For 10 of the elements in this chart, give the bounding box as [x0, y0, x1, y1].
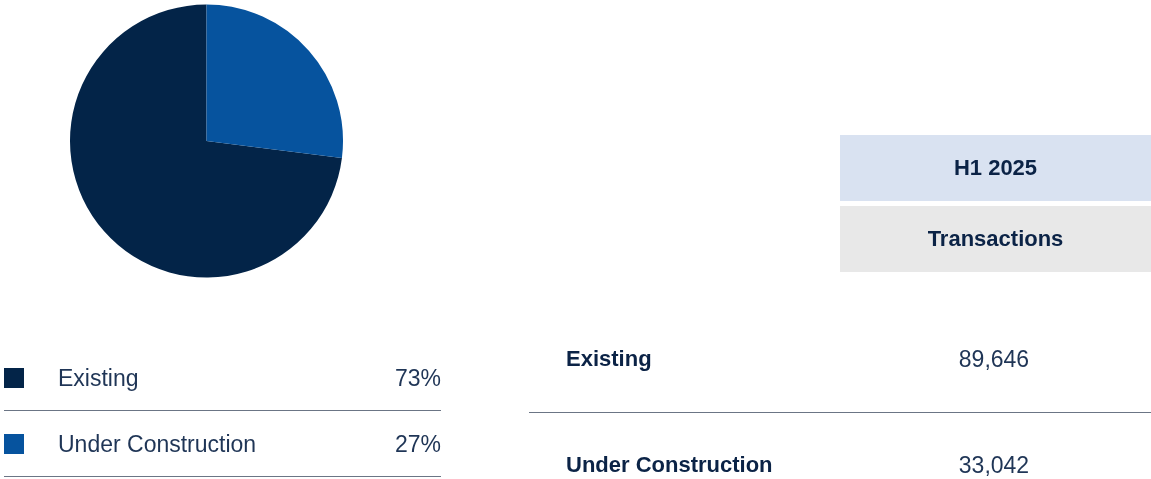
text: H1 2025	[840, 135, 1151, 201]
data-label: 33,042	[957, 452, 1031, 479]
legend-label: Under Construction	[58, 431, 257, 458]
legend-label: Existing	[58, 365, 139, 392]
text: Transactions	[840, 206, 1151, 272]
data-label: 27%	[394, 431, 441, 458]
data-label: 73%	[394, 365, 441, 392]
category-label: Under Construction	[566, 452, 773, 478]
category-label: Existing	[566, 346, 652, 372]
data-label: 89,646	[957, 346, 1031, 373]
